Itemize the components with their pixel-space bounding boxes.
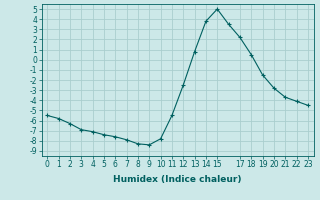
X-axis label: Humidex (Indice chaleur): Humidex (Indice chaleur)	[113, 175, 242, 184]
